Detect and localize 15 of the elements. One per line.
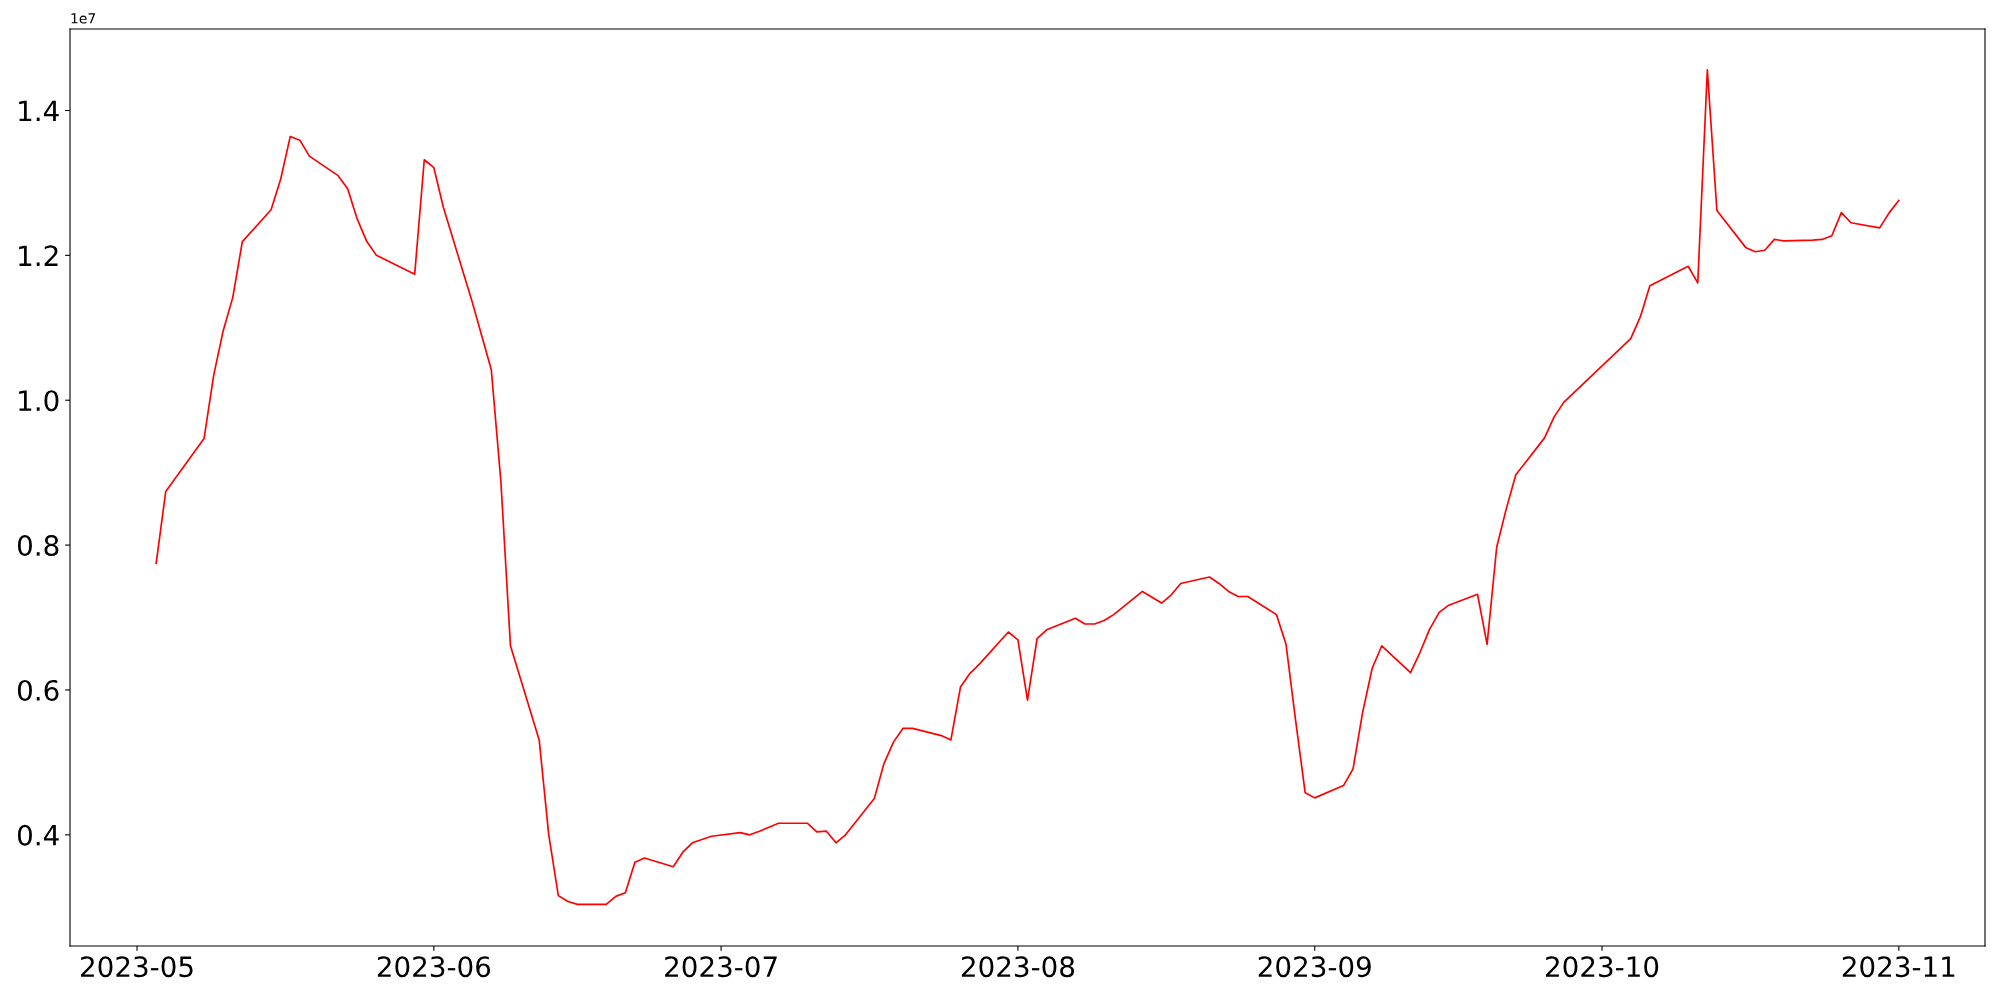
x-tick-label: 2023-05 — [81, 956, 193, 978]
y-tick-label: 1.0 — [19, 390, 59, 412]
x-tick-label: 2023-08 — [961, 956, 1075, 978]
x-tick-label: 2023-09 — [1258, 956, 1371, 978]
x-tick-label: 2023-06 — [377, 956, 491, 978]
text: 1e7 — [71, 13, 96, 24]
x-tick-label: 2023-07 — [665, 956, 777, 978]
y-tick-label: 0.4 — [17, 824, 59, 846]
line-series — [155, 69, 1900, 906]
x-tick-label: 2023-10 — [1546, 956, 1659, 978]
y-tick-label: 0.8 — [17, 535, 59, 557]
y-tick-label: 0.6 — [17, 679, 59, 701]
y-tick-label: 1.4 — [19, 100, 59, 122]
x-tick-label: 2023-11 — [1842, 956, 1955, 978]
y-tick-label: 1.2 — [19, 245, 58, 266]
